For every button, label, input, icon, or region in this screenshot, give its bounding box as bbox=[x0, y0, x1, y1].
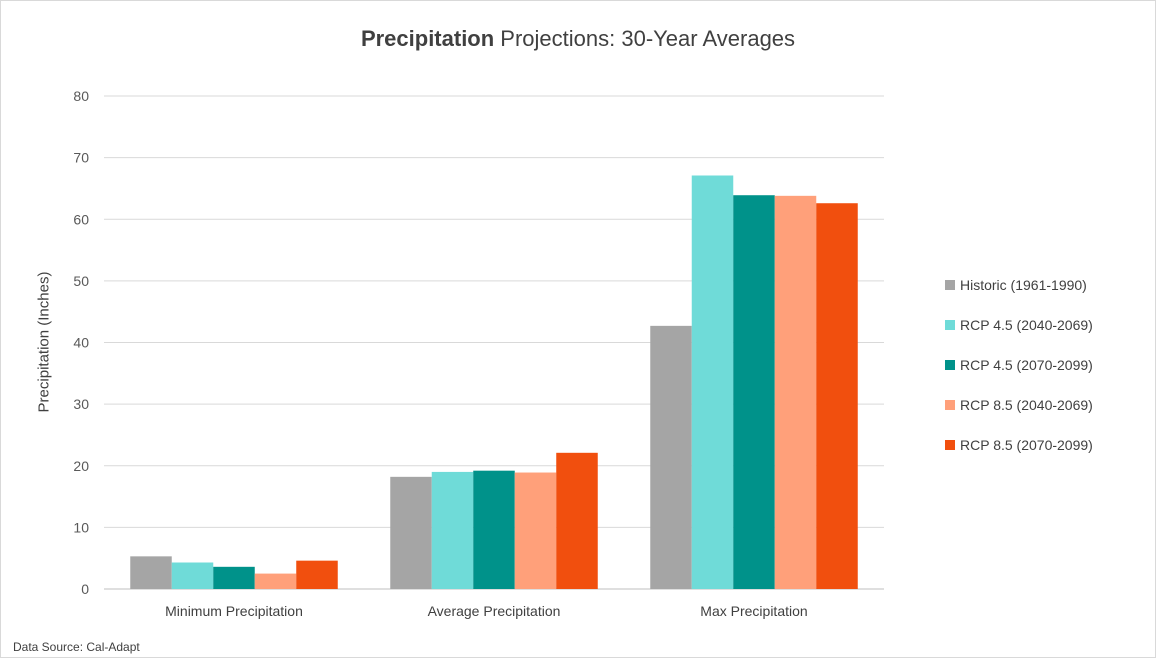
chart-title-bold: Precipitation bbox=[360, 26, 495, 51]
legend-item: RCP 4.5 (2070-2099) bbox=[945, 345, 1093, 385]
bar bbox=[296, 560, 338, 589]
bar bbox=[556, 452, 598, 589]
y-tick-label: 60 bbox=[73, 211, 89, 227]
bar bbox=[650, 325, 692, 589]
x-tick-label: Minimum Precipitation bbox=[165, 603, 303, 619]
legend-item: RCP 8.5 (2040-2069) bbox=[945, 385, 1093, 425]
chart-title: Precipitation Projections: 30-Year Avera… bbox=[0, 26, 1156, 52]
legend-label: RCP 4.5 (2070-2099) bbox=[960, 357, 1093, 373]
legend-swatch bbox=[945, 280, 955, 290]
x-tick-labels: Minimum Precipitation Average Precipitati… bbox=[165, 603, 808, 619]
bar bbox=[473, 470, 515, 589]
bar bbox=[514, 472, 557, 589]
bar bbox=[130, 556, 172, 589]
legend: Historic (1961-1990) RCP 4.5 (2040-2069) R… bbox=[945, 265, 1093, 465]
bar bbox=[691, 175, 734, 589]
legend-label: Historic (1961-1990) bbox=[960, 277, 1087, 293]
chart-title-rest: Projections: 30-Year Averages bbox=[494, 26, 796, 51]
x-tick-label: Average Precipitation bbox=[428, 603, 561, 619]
legend-swatch bbox=[945, 320, 955, 330]
bar bbox=[816, 203, 858, 590]
x-tick-label: Max Precipitation bbox=[700, 603, 807, 619]
y-tick-label: 30 bbox=[73, 396, 89, 412]
legend-swatch bbox=[945, 360, 955, 370]
bar bbox=[733, 195, 775, 589]
legend-item: RCP 8.5 (2070-2099) bbox=[945, 425, 1093, 465]
legend-swatch bbox=[945, 440, 955, 450]
legend-item: Historic (1961-1990) bbox=[945, 265, 1093, 305]
legend-label: RCP 8.5 (2070-2099) bbox=[960, 437, 1093, 453]
bar bbox=[171, 562, 214, 589]
legend-item: RCP 4.5 (2040-2069) bbox=[945, 305, 1093, 345]
y-tick-label: 40 bbox=[73, 335, 89, 351]
y-tick-label: 50 bbox=[73, 273, 89, 289]
bar bbox=[254, 573, 297, 589]
y-tick-labels: 0 10 20 30 40 50 60 70 80 bbox=[73, 88, 89, 597]
data-source-note: Data Source: Cal-Adapt bbox=[13, 640, 140, 654]
y-tick-label: 0 bbox=[81, 581, 89, 597]
y-tick-label: 80 bbox=[73, 88, 89, 104]
bar bbox=[390, 476, 432, 589]
y-tick-label: 70 bbox=[73, 150, 89, 166]
legend-label: RCP 4.5 (2040-2069) bbox=[960, 317, 1093, 333]
bar bbox=[774, 195, 817, 589]
legend-swatch bbox=[945, 400, 955, 410]
bar bbox=[431, 471, 474, 589]
y-tick-label: 10 bbox=[73, 519, 89, 535]
bars bbox=[130, 175, 858, 590]
legend-label: RCP 8.5 (2040-2069) bbox=[960, 397, 1093, 413]
y-tick-label: 20 bbox=[73, 458, 89, 474]
bar bbox=[213, 566, 255, 589]
